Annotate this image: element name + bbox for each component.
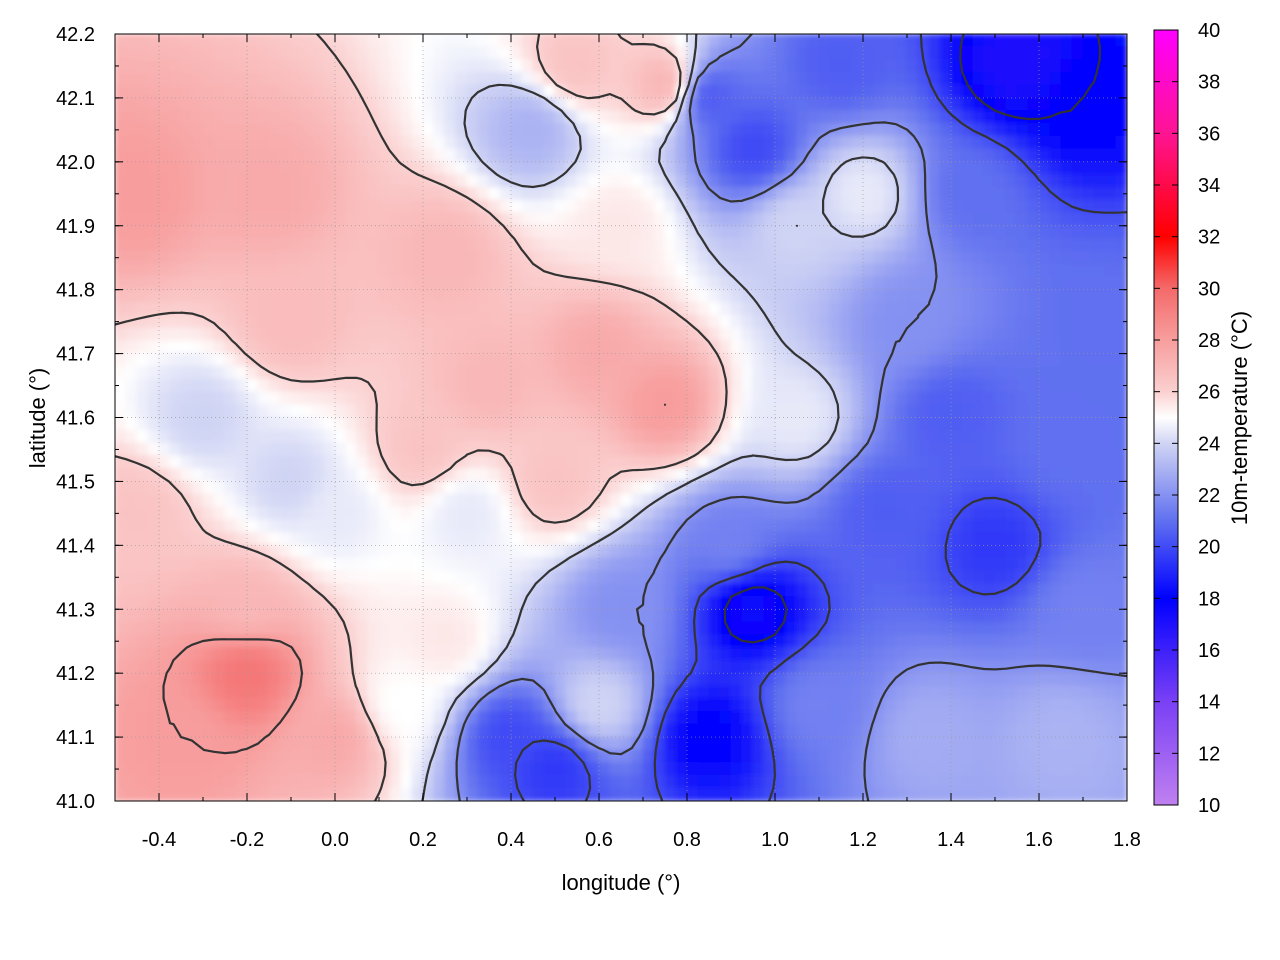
y-tick-label: 42.1 [56,88,95,110]
colorbar-ticks: 10 12 14 16 18 20 22 24 26 28 30 32 34 36 38 40 [1154,20,1220,817]
contour-24 [421,34,900,801]
colorbar-tick-label: 16 [1198,640,1220,662]
colorbar-title: 10m-temperature (°C) [1227,311,1252,525]
x-tick-label: -0.4 [142,829,176,851]
contour-20 [514,34,1127,801]
colorbar-tick-label: 30 [1198,278,1220,300]
heatmap-cells [115,34,1127,801]
x-tick-label: -0.2 [230,829,264,851]
colorbar-tick-label: 18 [1198,588,1220,610]
y-tick-label: 41.8 [56,280,95,302]
colorbar-tick-label: 20 [1198,537,1220,559]
x-tick-label: 1.0 [761,829,789,851]
colorbar-tick-label: 12 [1198,743,1220,765]
colorbar-tick-label: 36 [1198,123,1220,145]
x-tick-label: 1.4 [937,829,965,851]
colorbar-tick-label: 34 [1198,175,1220,197]
y-tick-label: 41.6 [56,408,95,430]
x-tick-label: 0.8 [673,829,701,851]
x-tick-label: 0.4 [497,829,525,851]
y-tick-label: 41.7 [56,344,95,366]
x-tick-label: 1.8 [1113,829,1141,851]
colorbar-tick-label: 24 [1198,433,1220,455]
y-tick-label: 41.9 [56,216,95,238]
y-axis-title: latitude (°) [25,368,50,469]
x-tick-label: 1.6 [1025,829,1053,851]
colorbar-tick-label: 14 [1198,692,1220,714]
x-tick-label: 0.0 [321,829,349,851]
colorbar-tick-label: 26 [1198,382,1220,404]
y-tick-label: 42.2 [56,24,95,46]
y-tick-label: 41.2 [56,663,95,685]
colorbar [1153,29,1179,806]
x-tick-label: 0.2 [409,829,437,851]
x-tick-label: 1.2 [849,829,877,851]
contour-28 [162,403,667,755]
contour-lines [115,34,1127,801]
y-tick-label: 42.0 [56,152,95,174]
contour-26 [115,34,728,801]
y-tick-label: 41.4 [56,535,95,557]
contour-18 [723,34,1101,644]
colorbar-tick-label: 28 [1198,330,1220,352]
axis-ticks: -0.4 -0.2 0.0 0.2 0.4 0.6 0.8 1.0 1.2 1.4 1.6 1.8 41… [56,24,1141,851]
colorbar-tick-label: 38 [1198,72,1220,94]
x-axis-title: longitude (°) [562,870,681,895]
y-tick-label: 41.1 [56,727,95,749]
y-tick-label: 41.3 [56,599,95,621]
x-tick-label: 0.6 [585,829,613,851]
colorbar-tick-label: 22 [1198,485,1220,507]
y-tick-label: 41.5 [56,471,95,493]
colorbar-tick-label: 32 [1198,227,1220,249]
colorbar-tick-label: 40 [1198,20,1220,42]
heatmap-field [115,34,1127,801]
colorbar-tick-label: 10 [1198,795,1220,817]
y-tick-label: 41.0 [56,791,95,813]
contour-22 [455,34,1127,801]
